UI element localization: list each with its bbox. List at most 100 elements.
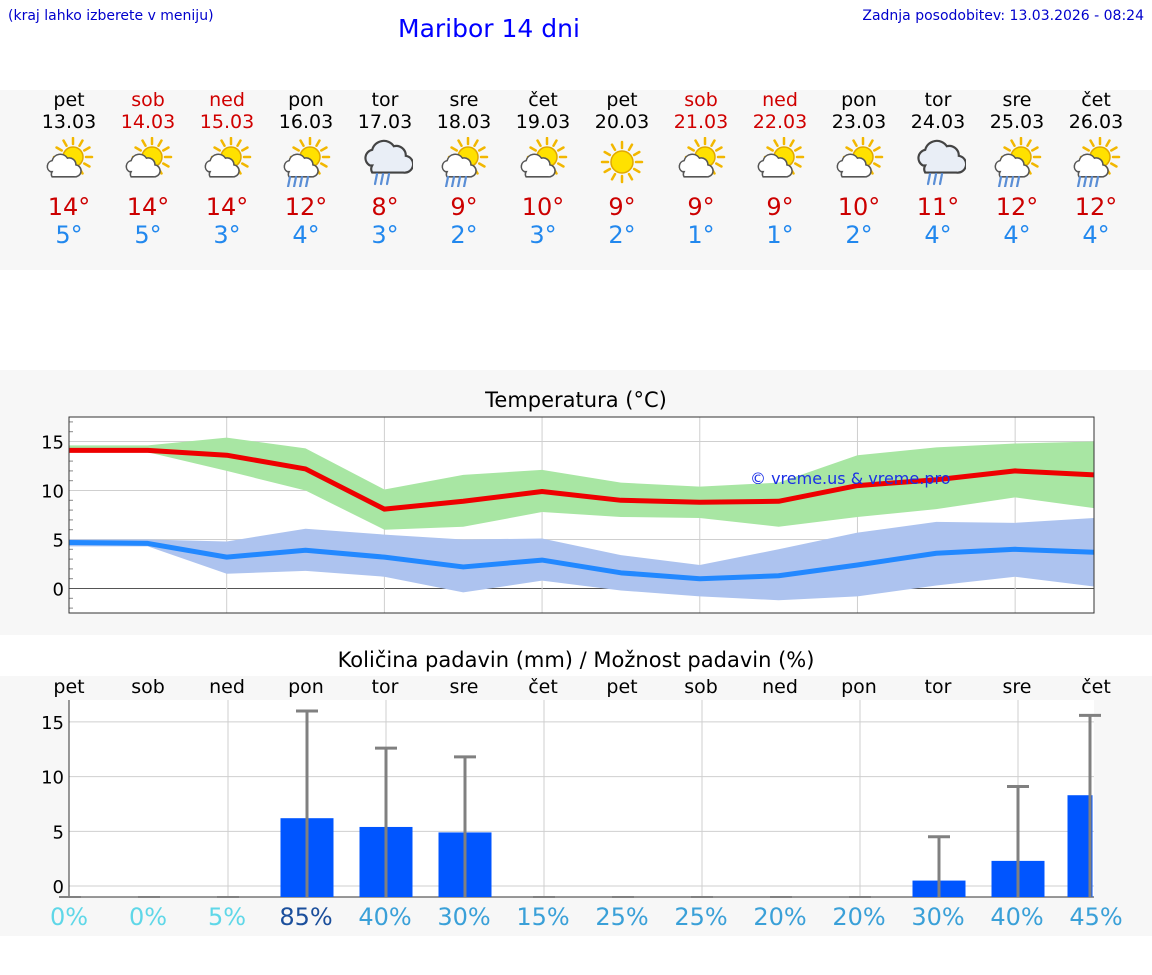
y-tick-label: 15: [41, 713, 64, 734]
precip-day-label: ned: [762, 676, 798, 698]
sun-rain-icon: [441, 137, 489, 187]
y-tick-label: 10: [41, 768, 64, 789]
sun-cloud-icon: [520, 137, 568, 178]
sun-cloud-icon: [46, 137, 94, 178]
day-date: 22.03: [752, 111, 808, 133]
min-temperature: 3°: [371, 221, 399, 249]
day-date: 20.03: [594, 111, 650, 133]
forecast-day-10: ned 22.03 9° 1°: [740, 89, 820, 249]
forecast-day-8: pet 20.03 9° 2°: [582, 89, 662, 249]
forecast-day-4: pon 16.03 12° 4°: [266, 89, 346, 249]
day-name: sob: [684, 89, 718, 111]
day-date: 13.03: [41, 111, 97, 133]
y-tick-label: 0: [53, 580, 64, 601]
forecast-day-12: tor 24.03 11° 4°: [898, 89, 978, 249]
min-temperature: 4°: [924, 221, 952, 249]
watermark: © vreme.us & vreme.pro: [750, 469, 951, 488]
min-temperature: 2°: [845, 221, 873, 249]
precip-day-label: sre: [449, 676, 479, 698]
forecast-day-5: tor 17.03 8° 3°: [345, 89, 425, 249]
forecast-day-11: pon 23.03 10° 2°: [819, 89, 899, 249]
forecast-day-3: ned 15.03 14° 3°: [187, 89, 267, 249]
day-name: ned: [209, 89, 245, 111]
day-date: 18.03: [436, 111, 492, 133]
min-temperature: 1°: [766, 221, 794, 249]
min-temperature-line: [68, 539, 1095, 582]
precip-probability: 40%: [990, 903, 1044, 931]
cloud-rain-icon: [364, 139, 413, 186]
precip-probability: 15%: [516, 903, 570, 931]
precip-day-label: sob: [131, 676, 165, 698]
min-temperature: 3°: [213, 221, 241, 249]
min-temperature: 2°: [450, 221, 478, 249]
max-range-band: [69, 437, 1094, 530]
precip-probability: 30%: [437, 903, 491, 931]
sun-cloud-icon: [678, 137, 726, 178]
precip-day-label: pet: [53, 676, 85, 698]
max-temperature: 9°: [687, 193, 715, 221]
precip-day-label: sob: [684, 676, 718, 698]
temperature-chart-title: Temperatura (°C): [485, 388, 667, 412]
y-tick-label: 5: [53, 822, 64, 843]
precipitation-chart: 0 5 10 15: [41, 700, 1101, 898]
max-temperature: 12°: [995, 193, 1039, 221]
forecast-day-6: sre 18.03 9° 2°: [424, 89, 504, 249]
precip-probability: 0%: [128, 903, 168, 931]
sun-rain-icon: [1073, 137, 1121, 187]
sun-cloud-icon: [836, 137, 884, 178]
forecast-day-13: sre 25.03 12° 4°: [977, 89, 1057, 249]
precip-probability: 25%: [595, 903, 649, 931]
min-temperature: 4°: [1003, 221, 1031, 249]
day-date: 23.03: [831, 111, 887, 133]
precip-day-label: čet: [528, 676, 558, 698]
forecast-day-14: čet 26.03 12° 4°: [1056, 89, 1136, 249]
precip-probability: 25%: [674, 903, 728, 931]
day-name: pon: [841, 89, 877, 111]
forecast-day-1: pet 13.03 14° 5°: [29, 89, 109, 249]
precip-day-label: pon: [841, 676, 877, 698]
day-date: 24.03: [910, 111, 966, 133]
precipitation-chart-title: Količina padavin (mm) / Možnost padavin …: [337, 648, 815, 672]
min-temperature: 1°: [687, 221, 715, 249]
max-temperature: 9°: [608, 193, 636, 221]
max-temperature: 10°: [837, 193, 881, 221]
precip-probability: 5%: [207, 903, 247, 931]
max-temperature: 14°: [47, 193, 91, 221]
forecast-day-2: sob 14.03 14° 5°: [108, 89, 188, 249]
sun-icon: [600, 140, 644, 184]
sun-rain-icon: [283, 137, 331, 187]
day-date: 19.03: [515, 111, 571, 133]
y-tick-label: 15: [41, 433, 64, 454]
day-name: pet: [53, 89, 85, 111]
day-name: čet: [1081, 89, 1111, 111]
day-name: sre: [1002, 89, 1032, 111]
location-hint: (kraj lahko izberete v meniju): [8, 8, 214, 24]
max-temperature: 14°: [205, 193, 249, 221]
max-temperature: 8°: [371, 193, 399, 221]
precip-day-label: sre: [1002, 676, 1032, 698]
min-temperature: 5°: [55, 221, 83, 249]
day-name: sob: [131, 89, 165, 111]
precip-probability: 85%: [279, 903, 333, 931]
y-tick-label: 5: [53, 531, 64, 552]
last-updated: Zadnja posodobitev: 13.03.2026 - 08:24: [862, 8, 1144, 24]
min-temperature: 4°: [1082, 221, 1110, 249]
precip-bar: [1067, 795, 1093, 897]
precip-day-label: pet: [606, 676, 638, 698]
precip-probability: 40%: [358, 903, 412, 931]
min-temperature: 3°: [529, 221, 557, 249]
cloud-rain-icon: [917, 139, 966, 186]
y-tick-label: 0: [53, 877, 64, 898]
day-name: pet: [606, 89, 638, 111]
forecast-strip: [0, 90, 1152, 270]
min-range-band: [69, 517, 1094, 601]
day-name: ned: [762, 89, 798, 111]
day-date: 17.03: [357, 111, 413, 133]
forecast-day-7: čet 19.03 10° 3°: [503, 89, 583, 249]
precip-day-label: tor: [924, 676, 952, 698]
precip-day-label: tor: [371, 676, 399, 698]
day-date: 15.03: [199, 111, 255, 133]
day-date: 25.03: [989, 111, 1045, 133]
day-name: čet: [528, 89, 558, 111]
temperature-chart: 0 5 10 15 © vreme.us & vreme.pro: [41, 416, 1095, 614]
